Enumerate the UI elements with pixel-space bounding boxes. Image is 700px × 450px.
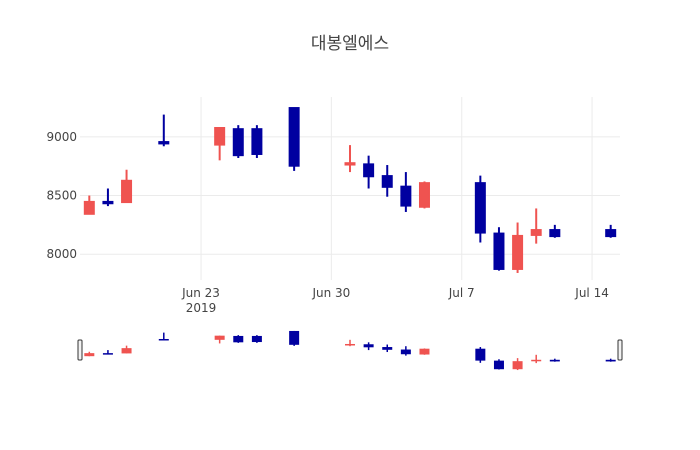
candle-body [512, 234, 524, 270]
candle-body [418, 182, 430, 208]
slider-candle-body [214, 335, 225, 340]
x-tick-label: Jul 14 [574, 286, 609, 300]
slider-candle-body [549, 359, 560, 362]
candle-body [251, 128, 263, 155]
candle-body [102, 200, 114, 205]
chart-title: 대봉엘에스 [311, 34, 389, 54]
slider-candle-body [363, 344, 374, 348]
slider-candle-body [158, 338, 169, 341]
candle-body [121, 179, 133, 204]
slider-candle-body [251, 335, 262, 343]
candle-body [381, 175, 393, 188]
candle-body [474, 182, 486, 234]
grid [80, 97, 620, 280]
slider-candle-body [419, 348, 430, 355]
candle-body [400, 185, 412, 207]
candle-body [363, 163, 375, 178]
slider-candle-body [84, 353, 95, 357]
slider-candle-body [233, 335, 244, 343]
y-tick-label: 8000 [46, 247, 77, 261]
slider-candle-body [345, 343, 355, 346]
candle-body [214, 127, 226, 146]
candle-body [344, 162, 356, 166]
range-slider[interactable] [77, 330, 623, 371]
slider-candle-body [493, 360, 504, 370]
x-tick-sublabel: 2019 [186, 301, 217, 315]
x-tick-label: Jul 7 [448, 286, 475, 300]
y-tick-label: 9000 [46, 130, 77, 144]
candle-body [158, 141, 170, 145]
y-tick-label: 8500 [46, 189, 77, 203]
candle-body [288, 107, 300, 167]
slider-candle-body [531, 359, 542, 362]
candle-body [83, 200, 95, 215]
candle-body [530, 229, 542, 236]
candle-body [549, 229, 561, 238]
candles [83, 107, 617, 273]
slider-candle-body [400, 349, 411, 355]
slider-candle-body [289, 330, 300, 345]
slider-candle-body [605, 359, 616, 362]
slider-candle-body [382, 347, 393, 350]
slider-candle-body [121, 348, 132, 354]
y-axis: 8000 8500 9000 [46, 130, 77, 261]
x-tick-label: Jun 23 [181, 286, 220, 300]
slider-candle-body [475, 348, 486, 361]
range-slider-left-handle[interactable] [77, 339, 83, 361]
candle-body [605, 229, 617, 238]
range-slider-right-handle[interactable] [617, 339, 623, 361]
slider-candle-body [512, 361, 523, 370]
candle-body [232, 128, 244, 157]
x-tick-label: Jun 30 [311, 286, 350, 300]
slider-candle-body [102, 353, 113, 355]
candle-body [493, 232, 505, 270]
